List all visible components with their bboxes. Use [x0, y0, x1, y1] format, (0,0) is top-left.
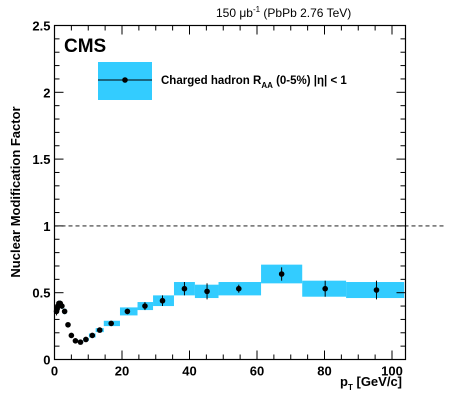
y-tick-label-1: 0.5	[32, 286, 50, 301]
legend-tail: | < 1	[324, 75, 347, 87]
plot-frame	[53, 24, 407, 361]
x-axis-title: pT [GeV/c]	[340, 374, 402, 392]
data-point-12	[89, 332, 96, 339]
data-point-22	[322, 285, 328, 292]
lumi-label: 150 μb-1 (PbPb 2.76 TeV)	[216, 5, 351, 20]
y-tick-label-0: 0	[43, 353, 50, 368]
data-point-20	[235, 285, 242, 292]
legend-entry: Charged hadron RAA (0-5%) |η| < 1	[161, 75, 347, 90]
x-axis-title-base: p	[340, 374, 348, 389]
data-point-15	[124, 308, 131, 315]
data-point-16	[142, 303, 148, 309]
data-point-8	[68, 332, 75, 339]
data-point-23	[373, 287, 380, 293]
x-tick-label-2: 40	[182, 364, 196, 379]
data-point-19	[204, 288, 210, 295]
legend-marker-swatch	[122, 77, 128, 83]
data-point-18	[181, 285, 188, 292]
x-tick-label-4: 80	[317, 364, 331, 379]
data-point-21	[278, 271, 285, 277]
y-tick-label-4: 2	[43, 85, 50, 100]
data-point-5	[59, 303, 65, 309]
data-point-17	[159, 297, 166, 304]
legend: Charged hadron RAA (0-5%) |η| < 1	[98, 62, 347, 100]
legend-eta: η	[317, 75, 324, 87]
y-axis-title: Nuclear Modification Factor	[8, 106, 23, 277]
systematic-bands	[56, 264, 405, 344]
lumi-unit-exponent: -1	[253, 5, 261, 14]
data-point-13	[96, 327, 103, 333]
x-tick-label-1: 20	[115, 364, 129, 379]
experiment-label: CMS	[64, 36, 106, 57]
axis-ticks	[54, 25, 406, 360]
x-tick-label-5: 100	[381, 364, 403, 379]
data-point-9	[72, 337, 79, 344]
data-point-6	[61, 308, 68, 315]
data-point-14	[108, 320, 114, 327]
lumi-prefix: 150	[216, 6, 239, 20]
x-axis-title-unit: [GeV/c]	[353, 374, 402, 389]
lumi-suffix: (PbPb 2.76 TeV)	[260, 6, 351, 20]
axis-tick-labels: 0 20 40 60 80 100 0 0.5 1 1.5 2 2.5	[32, 19, 402, 379]
y-tick-label-3: 1.5	[32, 152, 50, 167]
legend-main-sub: AA	[261, 81, 273, 90]
x-tick-label-0: 0	[51, 364, 58, 379]
legend-main: Charged hadron R	[161, 75, 262, 87]
x-axis-title-sub: T	[348, 383, 353, 392]
lumi-unit: μb	[239, 6, 253, 20]
x-tick-label-3: 60	[250, 364, 264, 379]
legend-extra: (0-5%) |	[273, 75, 317, 87]
data-point-10	[77, 339, 84, 345]
data-point-11	[83, 336, 89, 343]
y-tick-label-2: 1	[43, 219, 50, 234]
data-points	[53, 267, 380, 345]
y-tick-label-5: 2.5	[32, 19, 50, 34]
data-point-7	[65, 321, 71, 328]
